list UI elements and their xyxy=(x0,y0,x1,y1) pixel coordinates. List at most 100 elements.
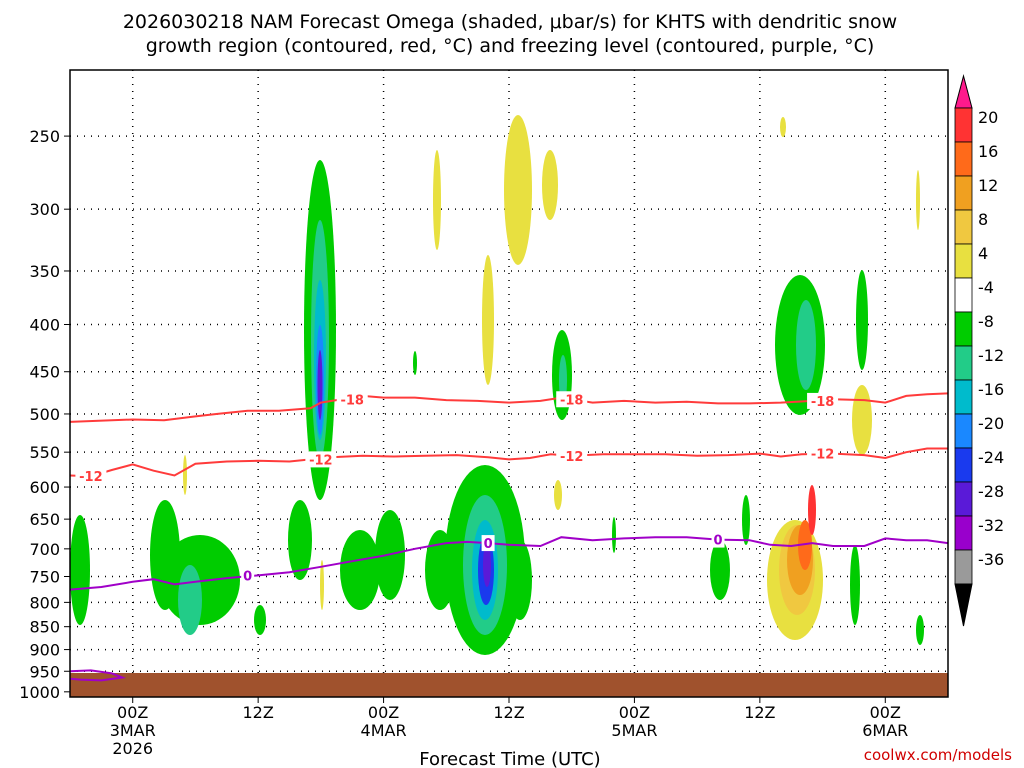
y-axis: 250 300 350 400 450 500 550 600 650 700 750 800 850 9… xyxy=(19,127,70,702)
y-tick-label-250: 250 xyxy=(29,127,60,146)
contour-0-label-bg-1 xyxy=(556,391,588,408)
contour-0-label-0: -18 xyxy=(340,393,364,408)
patch-8 xyxy=(425,530,455,610)
colorbar-swatch-12 xyxy=(954,515,973,551)
colorbar: 20 16 12 8 4 -4 -8 -12 -16 -20 -24 -28 -32 -36 xyxy=(954,74,1004,627)
x-tick-date-4: 5MAR xyxy=(611,721,657,740)
y-tick-label-600: 600 xyxy=(29,478,60,497)
patch-12 xyxy=(856,270,868,370)
yellow-2 xyxy=(542,150,558,220)
contour-1-label-bg-2 xyxy=(556,447,588,464)
x-tick-label-0: 00Z xyxy=(117,703,148,722)
y-tick-label-350: 350 xyxy=(29,262,60,281)
x-tick-year-0: 2026 xyxy=(112,739,153,758)
patch-9 xyxy=(508,540,532,620)
contour-2-line xyxy=(70,536,948,591)
colorbar-label-7: -12 xyxy=(978,346,1004,365)
colorbar-swatch-6 xyxy=(954,311,973,347)
teal-2 xyxy=(796,300,816,390)
x-tick-label-4: 00Z xyxy=(619,703,650,722)
contour-1-label-bg-1 xyxy=(305,451,337,468)
contour-0-label-2: -18 xyxy=(811,395,835,410)
contour-2-label-2: 0 xyxy=(714,534,723,549)
colorbar-label-3: 8 xyxy=(978,210,988,229)
y-tick-label-500: 500 xyxy=(29,405,60,424)
blob-12z-5mar-warm xyxy=(767,485,823,640)
colorbar-label-10: -24 xyxy=(978,448,1004,467)
colorbar-label-1: 16 xyxy=(978,142,998,161)
patch-4 xyxy=(288,500,312,580)
patch-16 xyxy=(916,615,924,645)
shaded-omega xyxy=(70,115,924,655)
y-tick-label-550: 550 xyxy=(29,443,60,462)
blob-5mar-red xyxy=(808,485,816,535)
contour-1-label-0: -12 xyxy=(79,470,103,485)
x-tick-label-6: 00Z xyxy=(870,703,901,722)
contour-2-label-bg-0 xyxy=(241,567,255,584)
contour-0-label-1: -18 xyxy=(560,393,584,408)
colorbar-label-5: -4 xyxy=(978,278,994,297)
credit-link[interactable]: coolwx.com/models xyxy=(864,746,1012,764)
yellow-5 xyxy=(852,385,872,455)
yellow-10 xyxy=(320,560,324,610)
patch-1 xyxy=(70,515,90,625)
ground-below-surface xyxy=(70,673,948,697)
y-tick-label-950: 950 xyxy=(29,662,60,681)
patch-13 xyxy=(850,545,860,625)
colorbar-label-2: 12 xyxy=(978,176,998,195)
x-axis-title: Forecast Time (UTC) xyxy=(419,749,600,768)
contour-labels: -18 -18 -18 -12 -12 -12 -12 0 0 0 xyxy=(75,391,839,584)
colorbar-top-arrow xyxy=(954,74,973,109)
chart-title-line1: 2026030218 NAM Forecast Omega (shaded, μ… xyxy=(123,11,897,33)
x-tick-date-6: 6MAR xyxy=(862,721,908,740)
contour-1-label-bg-3 xyxy=(807,445,839,462)
y-tick-label-750: 750 xyxy=(29,567,60,586)
chart-title-line2: growth region (contoured, red, °C) and f… xyxy=(146,35,875,57)
patch-7 xyxy=(254,605,266,635)
colorbar-swatch-13 xyxy=(954,549,973,585)
colorbar-label-12: -32 xyxy=(978,516,1004,535)
yellow-7 xyxy=(916,170,920,230)
patch-5 xyxy=(340,530,380,610)
y-tick-label-400: 400 xyxy=(29,316,60,335)
blob-4mar-purple xyxy=(483,543,491,587)
y-tick-label-700: 700 xyxy=(29,540,60,559)
patch-17 xyxy=(413,351,417,375)
y-tick-label-900: 900 xyxy=(29,641,60,660)
yellow-8 xyxy=(183,455,187,495)
blob-mid-navy xyxy=(317,350,323,420)
colorbar-swatch-8 xyxy=(954,379,973,415)
y-tick-label-450: 450 xyxy=(29,363,60,382)
patch-18 xyxy=(612,517,616,553)
x-tick-label-1: 12Z xyxy=(242,703,273,722)
colorbar-label-9: -20 xyxy=(978,414,1004,433)
contour-1-label-1: -12 xyxy=(309,453,333,468)
x-tick-date-2: 4MAR xyxy=(361,721,407,740)
x-tick-date-0: 3MAR xyxy=(110,721,156,740)
x-tick-label-2: 00Z xyxy=(368,703,399,722)
colorbar-swatch-11 xyxy=(954,481,973,517)
contour-0-label-bg-0 xyxy=(336,391,368,408)
y-tick-label-300: 300 xyxy=(29,200,60,219)
colorbar-swatch-7 xyxy=(954,345,973,381)
colorbar-label-8: -16 xyxy=(978,380,1004,399)
yellow-4 xyxy=(482,255,494,385)
contour-1-label-3: -12 xyxy=(811,448,835,463)
colorbar-swatch-5 xyxy=(954,277,973,313)
colorbar-label-11: -28 xyxy=(978,482,1004,501)
contour-0-label-bg-2 xyxy=(807,392,839,409)
contour-2-label-bg-1 xyxy=(481,535,495,552)
colorbar-swatch-3 xyxy=(954,209,973,245)
yellow-patches xyxy=(183,115,920,610)
patch-15 xyxy=(742,495,750,545)
blob-12z-3mar xyxy=(304,160,336,500)
x-tick-label-3: 12Z xyxy=(493,703,524,722)
contour-2-label-bg-2 xyxy=(711,531,725,548)
colorbar-label-6: -8 xyxy=(978,312,994,331)
contour-2-label-0: 0 xyxy=(243,569,252,584)
colorbar-swatch-2 xyxy=(954,175,973,211)
colorbar-label-0: 20 xyxy=(978,108,998,127)
y-tick-label-850: 850 xyxy=(29,618,60,637)
patch-14 xyxy=(710,540,730,600)
